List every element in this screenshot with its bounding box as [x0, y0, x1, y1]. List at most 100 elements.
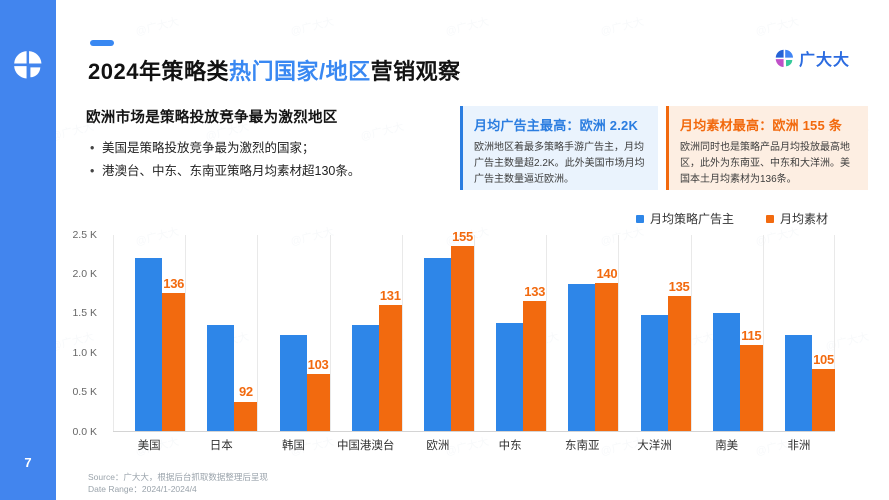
gridline [546, 235, 547, 432]
legend-label: 月均素材 [780, 212, 829, 226]
intro-block: 欧洲市场是策略投放竞争最为激烈地区 美国是策略投放竞争最为激烈的国家； 港澳台、… [86, 106, 446, 183]
footer: Source：广大大，根据后台抓取数据整理后呈现 Date Range：2024… [88, 472, 268, 496]
creatives-value-label: 115 [741, 327, 762, 343]
bar-group-3: 103 韩国 [257, 235, 330, 452]
advertisers-bar [496, 323, 524, 431]
watermark-text: @广大大 [599, 15, 646, 39]
page-number: 7 [24, 455, 32, 470]
y-axis-tick: 2.0 K [72, 267, 97, 280]
callout-advertisers: 月均广告主最高：欧洲 2.2K 欧洲地区着最多策略手游广告主，月均广告主数量超2… [460, 106, 658, 190]
intro-bullet: 美国是策略投放竞争最为激烈的国家； [86, 137, 446, 160]
callout-title: 月均广告主最高：欧洲 2.2K [474, 118, 639, 133]
legend-item-creatives: 月均素材 [766, 210, 828, 227]
title-suffix: 营销观察 [370, 59, 461, 84]
intro-bullet-list: 美国是策略投放竞争最为激烈的国家； 港澳台、中东、东南亚策略月均素材超130条。 [86, 137, 446, 183]
legend-swatch-blue [636, 214, 644, 223]
bar-group-4: 131 中国港澳台 [330, 235, 402, 452]
advertisers-bar [279, 334, 307, 431]
creatives-bar [378, 305, 402, 431]
creatives-value-label: 103 [307, 357, 329, 373]
gridline [763, 235, 764, 432]
creatives-bar [234, 401, 258, 431]
gridline [330, 235, 331, 432]
legend-item-advertisers: 月均策略广告主 [636, 210, 734, 227]
advertisers-bar [351, 324, 379, 431]
creatives-value-label: 136 [163, 276, 185, 292]
bar-group-1: 136 美国 [113, 235, 186, 452]
advertisers-bar [640, 315, 668, 431]
brand-name: 广大大 [799, 52, 851, 69]
bar-group-5: 155 欧洲 [402, 229, 474, 452]
bar-group-9: 115 南美 [691, 235, 763, 452]
y-axis-tick: 1.0 K [72, 346, 97, 359]
watermark-text: @广大大 [134, 15, 181, 39]
date-range: Date Range：2024/1-2024/4 [88, 483, 197, 494]
creatives-value-label: 105 [813, 352, 834, 368]
x-axis-category-label: 东南亚 [565, 440, 600, 452]
brand-logo: 广大大 [775, 46, 850, 70]
x-axis-category-label: 日本 [209, 440, 233, 452]
intro-bullet: 港澳台、中东、东南亚策略月均素材超130条。 [86, 160, 446, 183]
advertisers-bar [207, 324, 235, 431]
title-accent-dash [90, 40, 114, 46]
watermark-text: @广大大 [289, 15, 336, 39]
y-axis-tick: 0.5 K [72, 386, 97, 399]
x-axis-category-label: 韩国 [281, 440, 305, 452]
chart-y-axis: 2.5 K 2.0 K 1.5 K 1.0 K 0.5 K 0.0 K [50, 229, 105, 438]
chart-legend: 月均策略广告主 月均素材 [636, 210, 828, 227]
y-axis-tick: 2.5 K [72, 228, 97, 241]
gridline [257, 235, 258, 432]
x-axis-category-label: 美国 [137, 440, 161, 452]
creatives-bar [306, 374, 330, 431]
creatives-bar [162, 293, 186, 431]
advertisers-bar [784, 334, 812, 431]
callout-body: 欧洲地区着最多策略手游广告主，月均广告主数量超2.2K。此外美国市场月均广告主数… [474, 142, 645, 186]
bar-group-8: 135 大洋洲 [618, 235, 691, 452]
creatives-value-label: 92 [238, 384, 253, 400]
x-axis-category-label: 非洲 [787, 440, 811, 452]
creatives-value-label: 131 [379, 288, 401, 304]
callout-title: 月均素材最高：欧洲 155 条 [680, 118, 842, 133]
bar-group-10: 105 非洲 [763, 235, 835, 452]
creatives-bar [523, 300, 547, 431]
x-axis-category-label: 中国港澳台 [336, 440, 395, 452]
intro-heading: 欧洲市场是策略投放竞争最为激烈地区 [86, 110, 338, 126]
brand-pie-icon [14, 51, 42, 79]
page-title: 2024年策略类热门国家/地区营销观察 [88, 54, 461, 86]
legend-label: 月均策略广告主 [650, 212, 735, 226]
advertisers-bar [712, 312, 740, 431]
advertisers-bar [135, 257, 163, 431]
gridline [691, 235, 692, 432]
gridline [834, 235, 835, 432]
creatives-value-label: 155 [452, 229, 473, 245]
bar-group-6: 133 中东 [474, 235, 547, 452]
brand-pie-icon [775, 49, 794, 67]
watermark-text: @广大大 [754, 15, 801, 39]
x-axis-category-label: 大洋洲 [637, 440, 672, 452]
callout-creatives: 月均素材最高：欧洲 155 条 欧洲同时也是策略产品月均投放最高地区，此外为东南… [666, 106, 868, 190]
creatives-bar [595, 283, 619, 431]
gridline [474, 235, 475, 432]
bar-group-7: 140 东南亚 [546, 235, 619, 452]
source-note: Source：广大大，根据后台抓取数据整理后呈现 [88, 472, 268, 482]
creatives-value-label: 140 [596, 266, 618, 282]
advertisers-bar [568, 283, 596, 431]
chart-plot-area: 136 美国 92 日本 103 韩国 131 中国港澳台 155 欧洲 133 中东 140 东南亚 13… [113, 229, 835, 452]
creatives-bar [450, 246, 474, 431]
y-axis-tick: 1.5 K [72, 307, 97, 320]
creatives-value-label: 133 [524, 283, 546, 299]
callout-body: 欧洲同时也是策略产品月均投放最高地区，此外为东南亚、中东和大洋洲。美国本土月均素… [680, 142, 850, 186]
gridline [113, 235, 114, 432]
title-highlight: 热门国家/地区 [228, 59, 371, 84]
bar-group-2: 92 日本 [185, 235, 258, 452]
legend-swatch-orange [766, 214, 775, 223]
title-prefix: 2024年策略类 [88, 59, 229, 84]
advertisers-bar [423, 257, 451, 431]
creatives-bar [811, 369, 835, 431]
gridline [402, 235, 403, 432]
x-axis-line [113, 431, 835, 432]
x-axis-category-label: 中东 [498, 440, 522, 452]
sidebar: 7 [0, 0, 56, 500]
creatives-bar [739, 344, 763, 431]
